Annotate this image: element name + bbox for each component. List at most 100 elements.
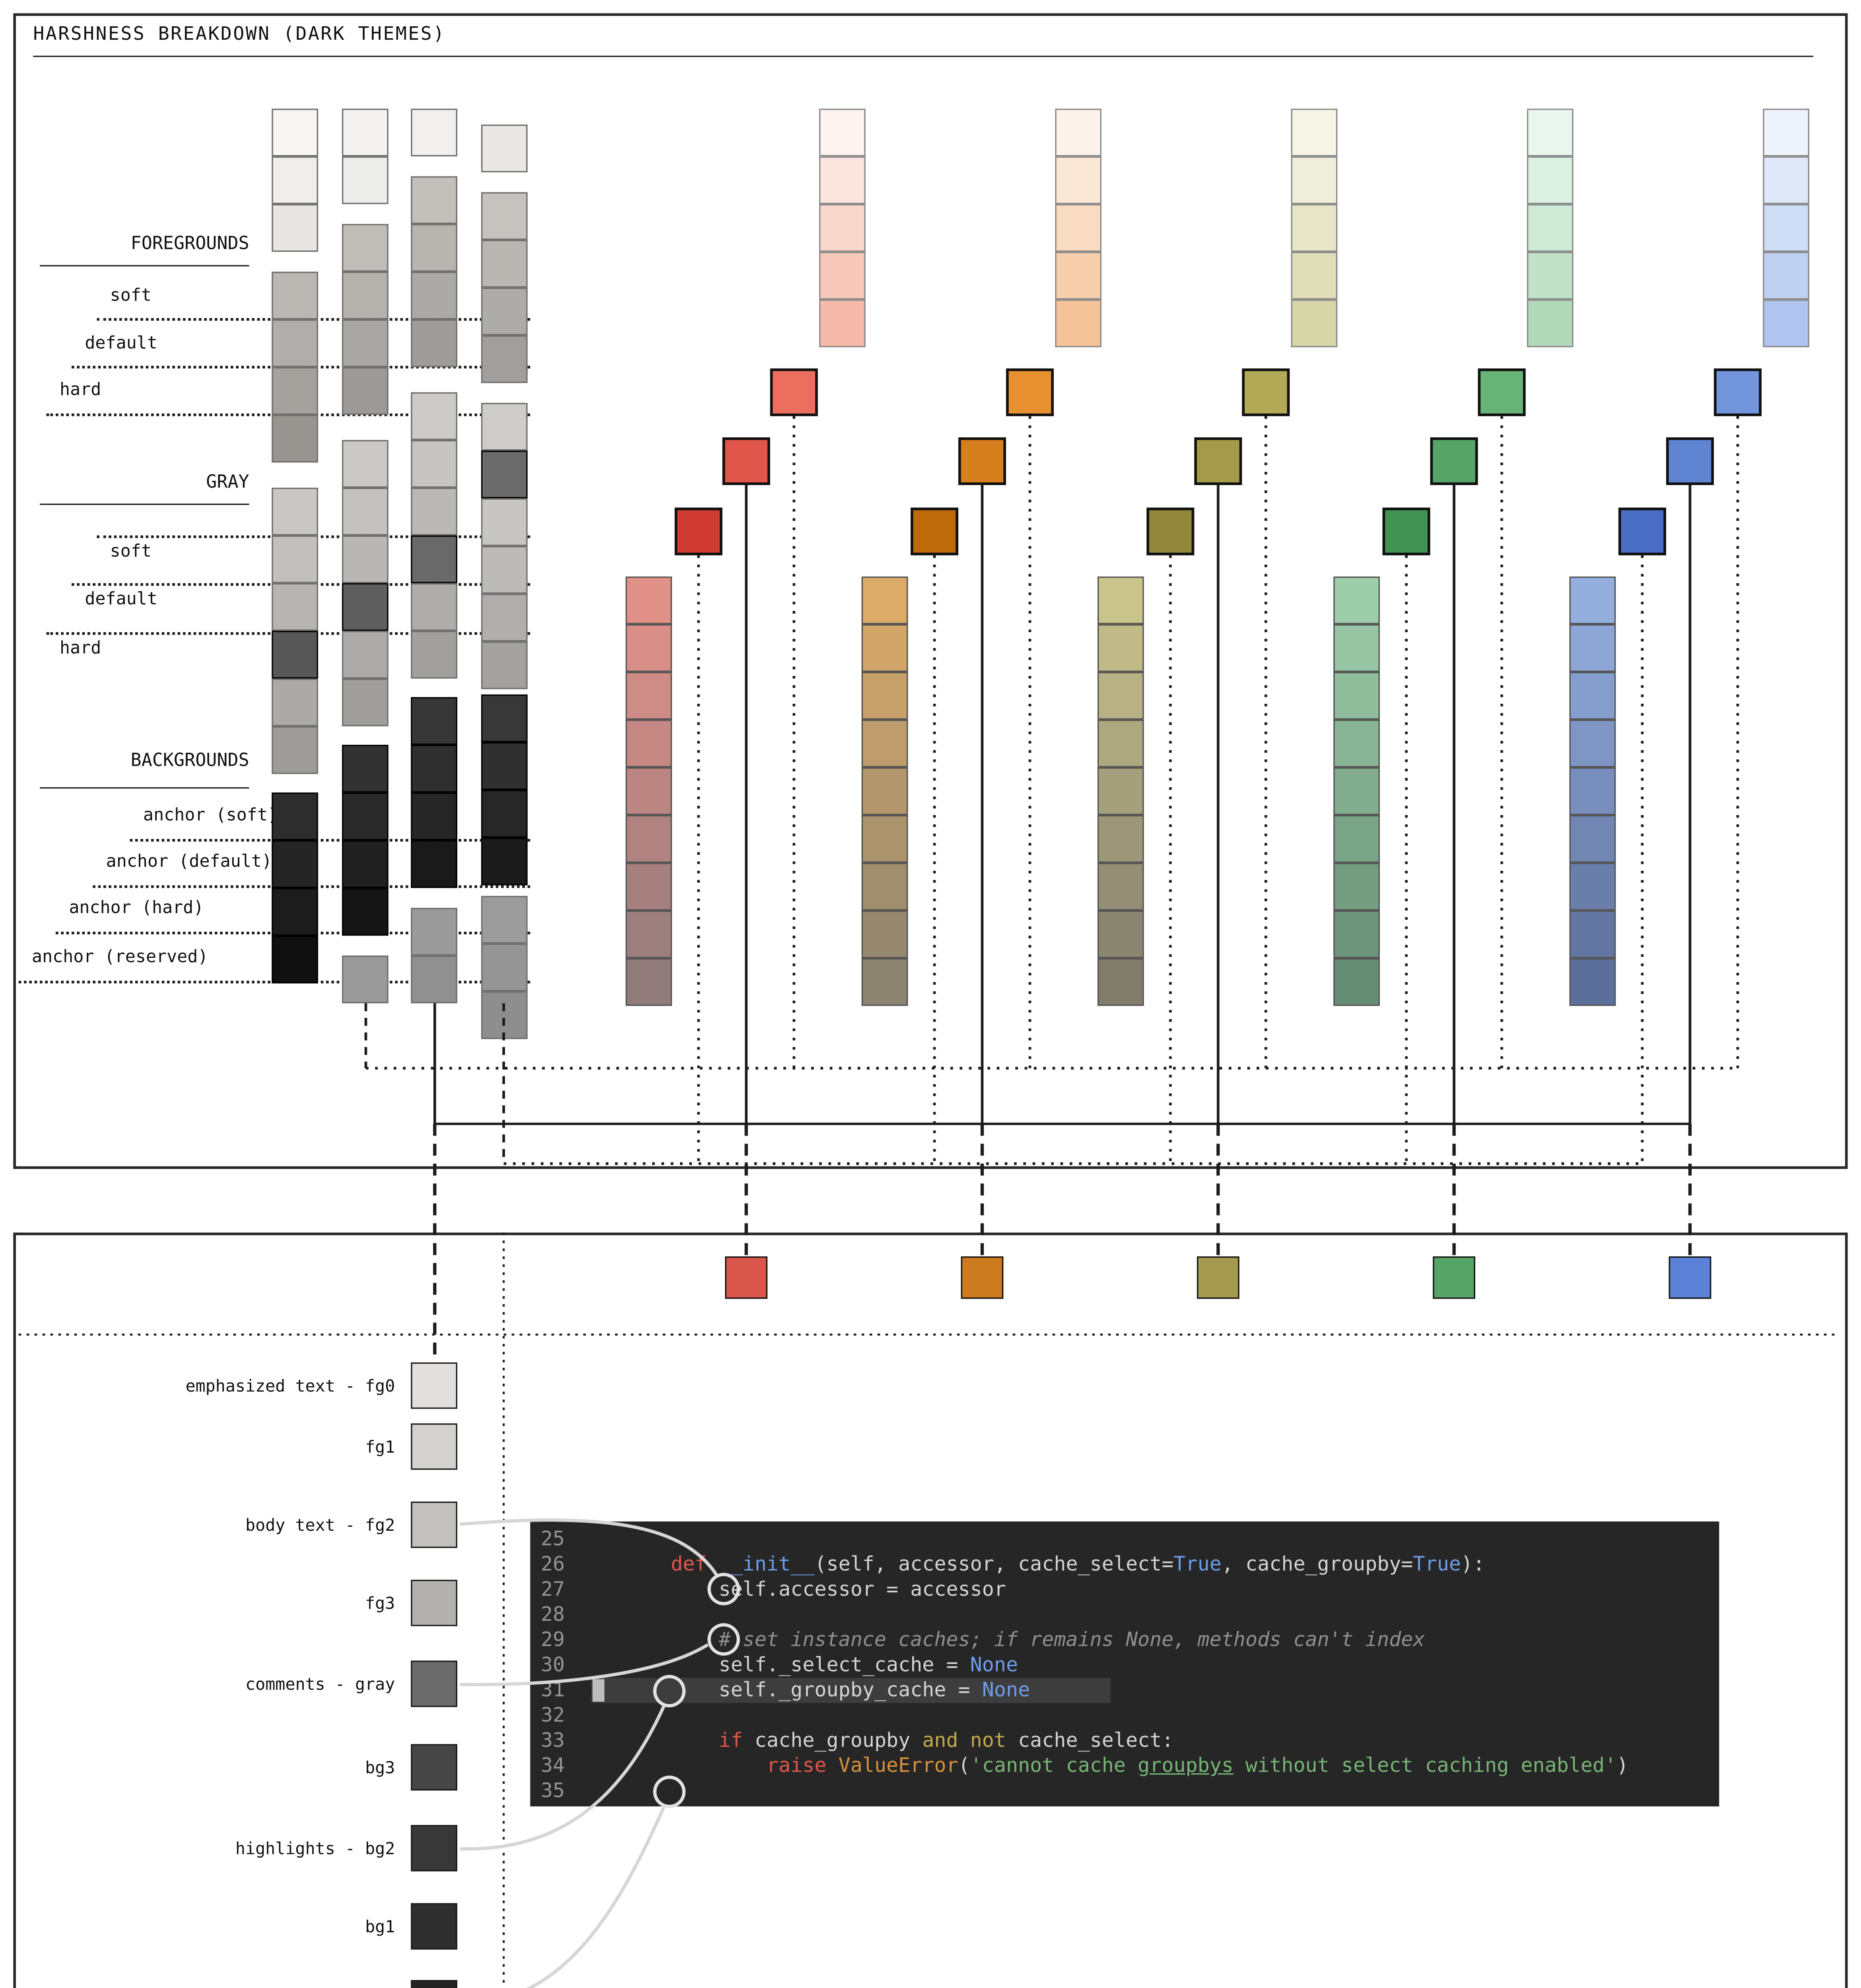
gray-column-1-swatch xyxy=(272,319,318,367)
orange-gradient-swatch xyxy=(861,862,908,911)
gray-column-3-swatch xyxy=(411,109,457,157)
green-pastel-swatch xyxy=(1527,252,1573,300)
red-gradient-swatch xyxy=(626,624,672,672)
code-token-pl xyxy=(623,1728,719,1752)
gray-column-2-swatch xyxy=(342,631,389,679)
blue-gradient-swatch xyxy=(1569,958,1616,1006)
red-hard-swatch xyxy=(674,507,723,555)
gray-column-3-swatch xyxy=(411,583,457,631)
line-number: 25 xyxy=(540,1526,565,1551)
orange-pastel-swatch xyxy=(1055,299,1101,348)
red-gradient-swatch xyxy=(626,910,672,958)
code-token-pl: self._select_cache = xyxy=(623,1652,970,1677)
code-token-st: 'cannot cache xyxy=(970,1753,1138,1777)
orange-gradient-swatch xyxy=(861,624,908,672)
gray-column-3-swatch xyxy=(411,224,457,272)
gray-column-2-swatch xyxy=(342,583,389,631)
code-token-bl: True xyxy=(1173,1552,1222,1576)
section-heading-underline xyxy=(39,503,249,505)
section-row-label: anchor (default) xyxy=(106,852,272,872)
section-row-label: hard xyxy=(59,380,101,400)
gray-column-1-swatch xyxy=(272,204,318,252)
olive-soft-swatch xyxy=(1242,368,1290,416)
page-title: HARSHNESS BREAKDOWN (DARK THEMES) xyxy=(33,23,446,45)
olive-gradient-swatch xyxy=(1097,910,1144,958)
red-gradient-swatch xyxy=(626,767,672,815)
code-token-cm: # set instance caches; if remains None, … xyxy=(623,1627,1425,1652)
green-pastel-swatch xyxy=(1527,299,1573,348)
blue-gradient-swatch xyxy=(1569,815,1616,863)
title-underline xyxy=(33,55,1813,57)
line-number: 31 xyxy=(540,1677,565,1702)
gray-column-2-swatch xyxy=(342,745,389,793)
green-gradient-swatch xyxy=(1333,958,1380,1006)
green-gradient-swatch xyxy=(1333,767,1380,815)
gray-column-3-swatch xyxy=(411,631,457,679)
red-pastel-swatch xyxy=(819,204,866,252)
orange-gradient-swatch xyxy=(861,910,908,958)
legend-label-fg2: body text - fg2 xyxy=(245,1514,395,1535)
olive-default-swatch xyxy=(1194,437,1242,485)
line-number: 34 xyxy=(540,1753,565,1777)
gray-column-2-swatch xyxy=(342,109,389,157)
code-line: self.accessor = accessor xyxy=(623,1577,1006,1602)
code-token-pl xyxy=(623,1552,671,1576)
gray-column-1-swatch xyxy=(272,156,318,204)
olive-gradient-swatch xyxy=(1097,719,1144,767)
orange-gradient-swatch xyxy=(861,576,908,624)
blue-gradient-swatch xyxy=(1569,672,1616,720)
code-token-bl: True xyxy=(1413,1552,1461,1576)
red-gradient-swatch xyxy=(626,672,672,720)
olive-pastel-swatch xyxy=(1291,252,1338,300)
gray-column-2-swatch xyxy=(342,440,389,488)
blue-soft-swatch xyxy=(1713,368,1762,416)
gray-column-4-swatch xyxy=(481,641,528,689)
gray-column-1-swatch xyxy=(272,726,318,774)
blue-pastel-swatch xyxy=(1763,156,1809,204)
gray-column-4-swatch xyxy=(481,742,528,790)
code-token-pl: ( xyxy=(958,1753,970,1777)
gray-column-1-swatch xyxy=(272,583,318,631)
green-gradient-swatch xyxy=(1333,719,1380,767)
gray-column-1-swatch xyxy=(272,888,318,936)
red-gradient-swatch xyxy=(626,719,672,767)
green-gradient-swatch xyxy=(1333,576,1380,624)
code-line: # set instance caches; if remains None, … xyxy=(623,1627,1425,1652)
legend-label-gray: comments - gray xyxy=(245,1673,395,1694)
orange-accent-square xyxy=(961,1256,1004,1299)
section-row-label: anchor (hard) xyxy=(69,898,204,918)
section-row-label: anchor (soft) xyxy=(143,806,278,826)
blue-accent-square xyxy=(1669,1256,1711,1299)
gray-column-2-swatch xyxy=(342,487,389,536)
gray-column-3-swatch xyxy=(411,955,457,1004)
orange-gradient-swatch xyxy=(861,719,908,767)
blue-pastel-swatch xyxy=(1763,204,1809,252)
gray-column-4-swatch xyxy=(481,546,528,594)
line-number: 33 xyxy=(540,1728,565,1752)
gray-column-4-swatch xyxy=(481,837,528,885)
section-row-label: default xyxy=(85,334,157,354)
code-line: if cache_groupby and not cache_select: xyxy=(623,1728,1173,1753)
blue-gradient-swatch xyxy=(1569,767,1616,815)
orange-default-swatch xyxy=(958,437,1006,485)
gray-column-2-swatch xyxy=(342,367,389,415)
olive-gradient-swatch xyxy=(1097,862,1144,911)
green-gradient-swatch xyxy=(1333,672,1380,720)
code-line: self._groupby_cache = None xyxy=(623,1678,1030,1703)
orange-pastel-swatch xyxy=(1055,156,1101,204)
green-gradient-swatch xyxy=(1333,624,1380,672)
line-number: 26 xyxy=(540,1552,565,1576)
gray-column-3-swatch xyxy=(411,487,457,536)
gray-column-4-swatch xyxy=(481,594,528,642)
gray-column-4-swatch xyxy=(481,450,528,499)
gray-column-1-swatch xyxy=(272,272,318,320)
code-token-st: without select caching enabled' xyxy=(1233,1753,1617,1777)
gray-column-1-swatch xyxy=(272,415,318,463)
gray-column-2-swatch xyxy=(342,535,389,583)
red-gradient-swatch xyxy=(626,862,672,911)
blue-gradient-swatch xyxy=(1569,862,1616,911)
green-accent-square xyxy=(1433,1256,1475,1299)
olive-gradient-swatch xyxy=(1097,624,1144,672)
code-token-pl: self.accessor = accessor xyxy=(623,1577,1006,1601)
